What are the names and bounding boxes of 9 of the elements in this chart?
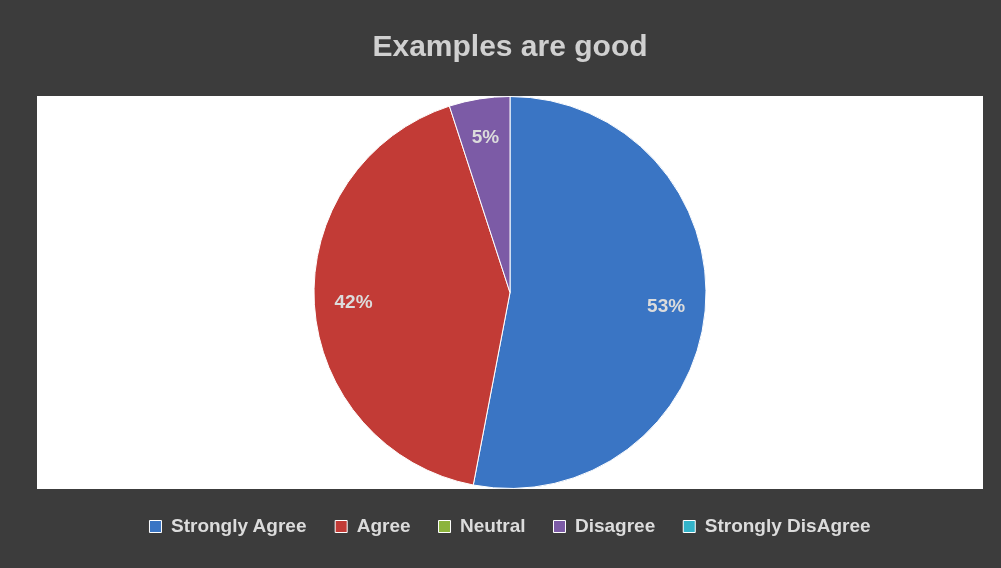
legend-label: Strongly DisAgree <box>704 514 871 536</box>
data-label: 53% <box>647 295 686 317</box>
data-label: 5% <box>471 125 500 147</box>
chart-title: Examples are good <box>372 29 648 63</box>
legend-label: Disagree <box>574 514 656 536</box>
legend-label: Strongly Agree <box>170 514 307 536</box>
data-label: 42% <box>334 290 373 312</box>
legend-label: Neutral <box>460 514 526 536</box>
legend-label: Agree <box>356 514 411 536</box>
